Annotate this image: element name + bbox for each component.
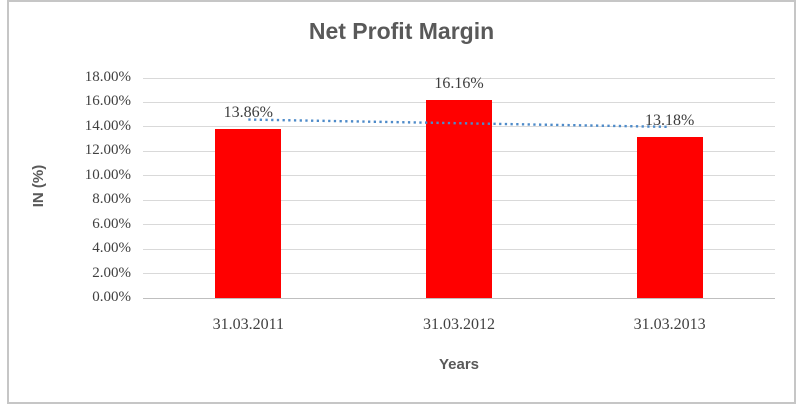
x-axis-title: Years bbox=[438, 356, 480, 373]
x-axis-line bbox=[143, 297, 775, 299]
chart-title: Net Profit Margin bbox=[308, 18, 495, 44]
gridline bbox=[143, 77, 775, 79]
y-tick-label: 16.00% bbox=[84, 93, 131, 110]
bar-data-label: 13.86% bbox=[223, 103, 273, 121]
trendline bbox=[248, 118, 670, 129]
y-tick-label: 4.00% bbox=[92, 240, 131, 257]
y-tick-label: 14.00% bbox=[84, 117, 131, 134]
y-tick-label: 6.00% bbox=[92, 215, 131, 232]
x-tick-label: 31.03.2013 bbox=[633, 316, 706, 333]
y-tick-label: 8.00% bbox=[92, 191, 131, 208]
bar-31.03.2012 bbox=[426, 100, 492, 298]
x-tick-label: 31.03.2012 bbox=[423, 316, 495, 333]
bar-31.03.2013 bbox=[636, 136, 703, 298]
y-tick-label: 18.00% bbox=[84, 69, 131, 85]
y-tick-label: 2.00% bbox=[92, 264, 131, 281]
trendline-layer bbox=[248, 118, 670, 129]
bar-data-label: 13.18% bbox=[644, 111, 695, 129]
y-tick-label: 10.00% bbox=[84, 166, 131, 183]
x-tick-label: 31.03.2011 bbox=[212, 316, 285, 333]
y-tick-label: 0.00% bbox=[92, 289, 131, 305]
bar-31.03.2011 bbox=[215, 128, 282, 298]
bar-data-label: 16.16% bbox=[434, 75, 484, 93]
plot-area bbox=[143, 77, 775, 299]
y-tick-label: 12.00% bbox=[84, 142, 131, 159]
